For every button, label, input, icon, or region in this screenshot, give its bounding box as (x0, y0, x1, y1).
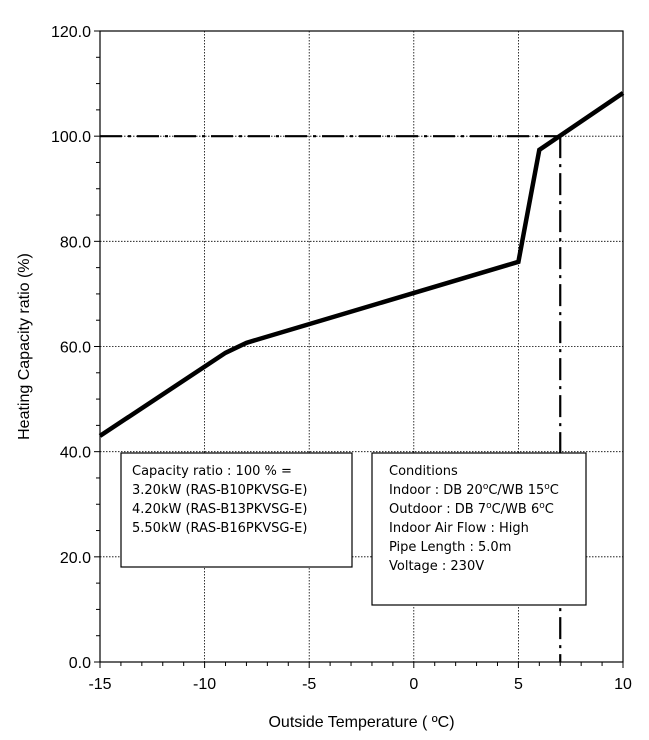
x-tick-label: 5 (514, 676, 523, 693)
capacity-ratio-box: Capacity ratio : 100 % = 3.20kW (RAS-B10… (120, 452, 353, 568)
capacity-curve (98, 91, 625, 438)
plot-frame (99, 30, 624, 663)
y-tick-label: 0.0 (69, 655, 91, 672)
capacity-line-3: 4.20kW (RAS-B13PKVSG-E) (132, 502, 307, 517)
capacity-line-2: 3.20kW (RAS-B10PKVSG-E) (132, 483, 307, 498)
x-tick-label: -15 (88, 676, 111, 693)
x-axis-title: Outside Temperature ( ºC) (268, 714, 454, 731)
conditions-airflow: Indoor Air Flow : High (389, 521, 529, 536)
x-tick-label: -5 (302, 676, 316, 693)
x-tick-label: 10 (614, 676, 632, 693)
y-tick-labels: 0.0 20.0 40.0 60.0 80.0 100.0 120.0 (51, 24, 91, 672)
y-tick-label: 120.0 (51, 24, 91, 41)
y-axis-title: Heating Capacity ratio (%) (16, 253, 33, 440)
minor-ticks (94, 30, 624, 668)
conditions-voltage: Voltage : 230V (389, 559, 484, 574)
x-tick-label: 0 (409, 676, 418, 693)
reference-lines (100, 135, 562, 662)
conditions-outdoor: Outdoor : DB 7oC/WB 6oC (389, 501, 554, 517)
capacity-line-1: Capacity ratio : 100 % = (132, 464, 292, 479)
x-tick-labels: -15 -10 -5 0 5 10 (88, 676, 632, 693)
y-tick-label: 100.0 (51, 129, 91, 146)
conditions-box: Conditions Indoor : DB 20oC/WB 15oC Outd… (371, 452, 587, 606)
y-tick-label: 80.0 (60, 234, 91, 251)
y-tick-label: 60.0 (60, 340, 91, 357)
series-layer (98, 91, 625, 438)
conditions-indoor: Indoor : DB 20oC/WB 15oC (389, 482, 559, 498)
y-tick-label: 20.0 (60, 550, 91, 567)
y-tick-label: 40.0 (60, 445, 91, 462)
conditions-pipe: Pipe Length : 5.0m (389, 540, 511, 555)
capacity-line-4: 5.50kW (RAS-B16PKVSG-E) (132, 521, 307, 536)
x-tick-label: -10 (193, 676, 216, 693)
conditions-title: Conditions (389, 464, 458, 479)
